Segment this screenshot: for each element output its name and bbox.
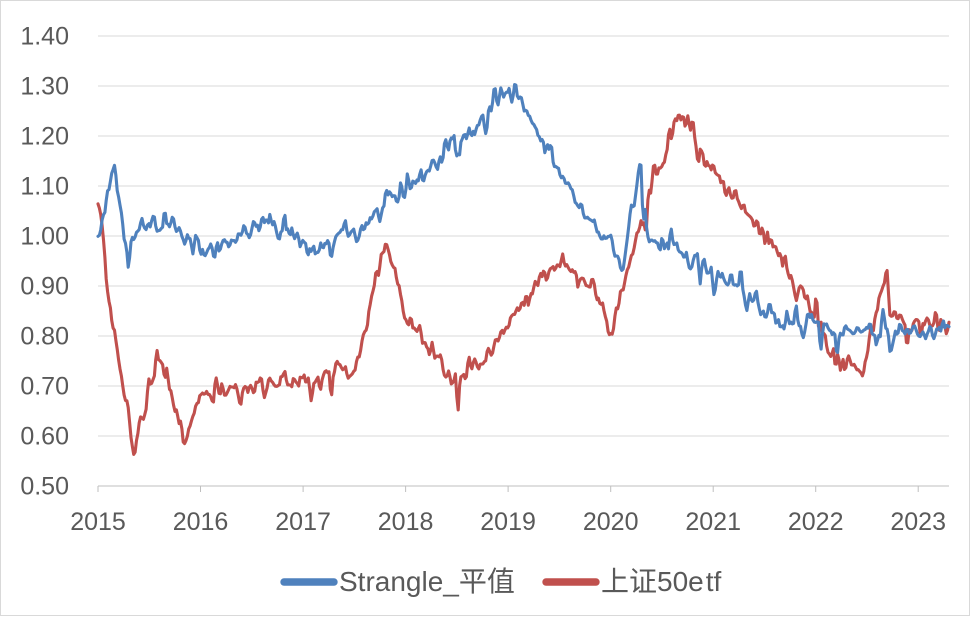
svg-text:2023: 2023 <box>890 508 946 536</box>
svg-text:0.90: 0.90 <box>20 273 69 301</box>
svg-text:0.50: 0.50 <box>20 473 69 501</box>
svg-text:上证50etf: 上证50etf <box>601 566 721 597</box>
svg-text:2020: 2020 <box>583 508 639 536</box>
svg-text:Strangle_平值: Strangle_平值 <box>339 566 515 597</box>
svg-text:2015: 2015 <box>70 508 126 536</box>
svg-text:1.20: 1.20 <box>20 123 69 151</box>
svg-text:2022: 2022 <box>788 508 844 536</box>
svg-text:1.00: 1.00 <box>20 223 69 251</box>
svg-text:1.10: 1.10 <box>20 173 69 201</box>
svg-text:2017: 2017 <box>275 508 331 536</box>
svg-text:0.60: 0.60 <box>20 423 69 451</box>
svg-text:2019: 2019 <box>480 508 536 536</box>
svg-text:2018: 2018 <box>378 508 434 536</box>
svg-text:1.40: 1.40 <box>20 23 69 51</box>
svg-text:0.70: 0.70 <box>20 373 69 401</box>
svg-text:1.30: 1.30 <box>20 73 69 101</box>
svg-text:2016: 2016 <box>173 508 229 536</box>
svg-text:2021: 2021 <box>685 508 741 536</box>
svg-text:0.80: 0.80 <box>20 323 69 351</box>
